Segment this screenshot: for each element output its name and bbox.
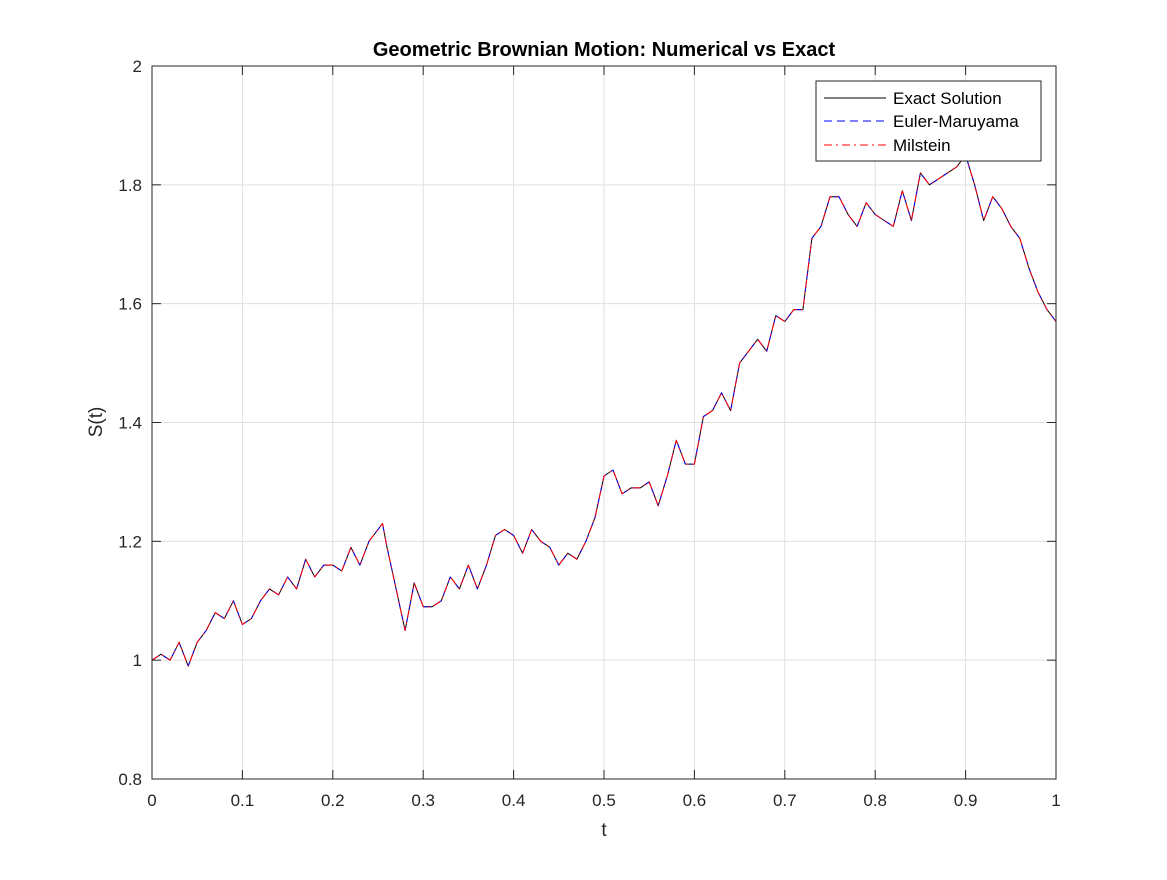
chart-title: Geometric Brownian Motion: Numerical vs … — [373, 39, 836, 61]
x-tick-label: 0.5 — [592, 791, 616, 810]
y-tick-label: 1.6 — [118, 295, 142, 314]
x-tick-label: 0.9 — [954, 791, 978, 810]
x-axis-label: t — [601, 820, 607, 841]
x-tick-label: 0.4 — [502, 791, 526, 810]
series-line-milstein — [151, 154, 1057, 667]
y-tick-label: 2 — [133, 57, 142, 76]
x-tick-label: 0.7 — [773, 791, 797, 810]
x-tick-label: 0.2 — [321, 791, 345, 810]
x-tick-label: 0.3 — [411, 791, 435, 810]
y-tick-label: 1.4 — [118, 414, 142, 433]
x-tick-label: 0.1 — [231, 791, 255, 810]
y-tick-labels: 0.8 1 1.2 1.4 1.6 1.8 2 — [118, 57, 142, 789]
y-tick-label: 0.8 — [118, 770, 142, 789]
axis-ticks — [151, 65, 1057, 780]
x-tick-labels: 0 0.1 0.2 0.3 0.4 0.5 0.6 0.7 0.8 0.9 1 — [147, 791, 1060, 810]
x-tick-label: 0.6 — [683, 791, 707, 810]
x-tick-label: 0 — [147, 791, 156, 810]
legend-label-euler-maruyama: Euler-Maruyama — [893, 112, 1019, 131]
legend-label-milstein: Milstein — [893, 136, 951, 155]
x-tick-label: 0.8 — [863, 791, 887, 810]
series-lines — [151, 154, 1057, 667]
legend-label-exact: Exact Solution — [893, 89, 1002, 108]
y-tick-label: 1.2 — [118, 532, 142, 551]
y-tick-label: 1.8 — [118, 176, 142, 195]
y-tick-label: 1 — [133, 651, 142, 670]
y-axis-label: S(t) — [86, 407, 107, 438]
x-tick-label: 1 — [1051, 791, 1060, 810]
legend: Exact Solution Euler-Maruyama Milstein — [815, 80, 1042, 162]
